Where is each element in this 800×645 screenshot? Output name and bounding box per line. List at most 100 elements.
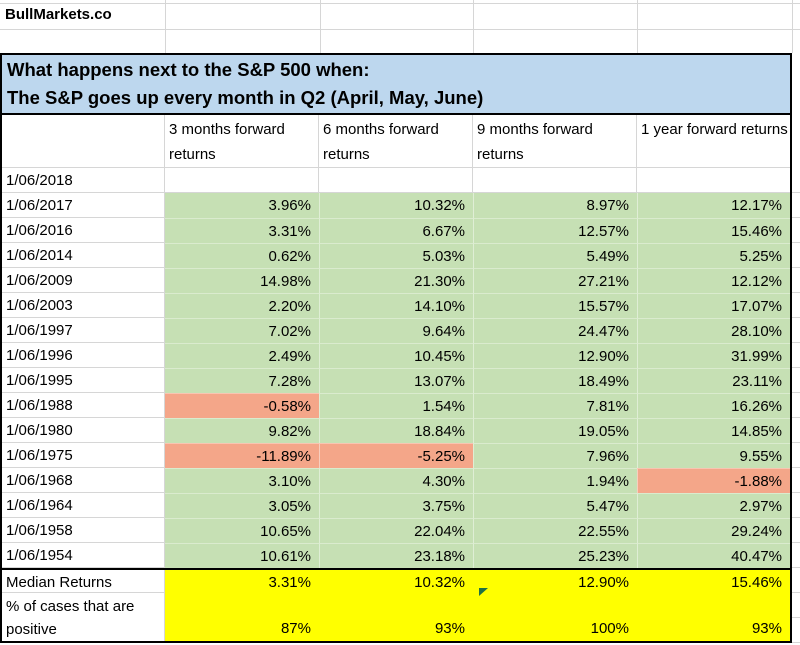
value-cell[interactable]: 10.61% — [165, 543, 319, 568]
column-header-3m[interactable]: 3 months forward returns — [165, 115, 319, 168]
median-value-cell[interactable]: 15.46% — [637, 570, 790, 593]
value-cell[interactable]: 3.05% — [165, 493, 319, 518]
value-cell[interactable]: 22.55% — [473, 518, 637, 543]
value-cell[interactable]: 15.46% — [637, 218, 790, 243]
value-cell[interactable]: 13.07% — [319, 368, 473, 393]
date-cell[interactable]: 1/06/1968 — [2, 468, 165, 493]
value-cell[interactable] — [319, 168, 473, 193]
value-cell[interactable]: 16.26% — [637, 393, 790, 418]
value-cell[interactable]: 19.05% — [473, 418, 637, 443]
value-cell[interactable]: 23.11% — [637, 368, 790, 393]
value-cell[interactable]: 9.82% — [165, 418, 319, 443]
value-cell[interactable]: 17.07% — [637, 293, 790, 318]
gridline — [0, 29, 800, 30]
value-cell[interactable]: 2.49% — [165, 343, 319, 368]
value-cell[interactable]: 7.28% — [165, 368, 319, 393]
column-header-1y[interactable]: 1 year forward returns — [637, 115, 790, 168]
value-cell[interactable]: 1.54% — [319, 393, 473, 418]
date-cell[interactable]: 1/06/1980 — [2, 418, 165, 443]
value-cell[interactable]: 6.67% — [319, 218, 473, 243]
value-cell[interactable]: 12.90% — [473, 343, 637, 368]
value-cell[interactable]: 5.03% — [319, 243, 473, 268]
value-cell[interactable]: 3.10% — [165, 468, 319, 493]
value-cell[interactable]: 7.81% — [473, 393, 637, 418]
value-cell[interactable]: 12.57% — [473, 218, 637, 243]
date-cell[interactable]: 1/06/2014 — [2, 243, 165, 268]
value-cell[interactable]: 4.30% — [319, 468, 473, 493]
value-cell[interactable]: 14.85% — [637, 418, 790, 443]
percent-positive-value-cell[interactable]: 93% — [637, 593, 790, 641]
median-value-cell[interactable]: 12.90% — [473, 570, 637, 593]
value-cell[interactable]: 21.30% — [319, 268, 473, 293]
date-cell[interactable]: 1/06/1995 — [2, 368, 165, 393]
value-cell[interactable]: 5.25% — [637, 243, 790, 268]
value-cell[interactable]: 1.94% — [473, 468, 637, 493]
median-label-cell[interactable]: Median Returns — [2, 570, 165, 593]
value-cell[interactable]: 25.23% — [473, 543, 637, 568]
value-cell[interactable]: 7.02% — [165, 318, 319, 343]
value-cell[interactable]: 5.49% — [473, 243, 637, 268]
value-cell[interactable]: 8.97% — [473, 193, 637, 218]
value-cell[interactable]: -11.89% — [165, 443, 319, 468]
value-cell[interactable]: 0.62% — [165, 243, 319, 268]
value-cell[interactable]: 3.96% — [165, 193, 319, 218]
value-cell[interactable]: 10.65% — [165, 518, 319, 543]
value-cell[interactable]: 9.55% — [637, 443, 790, 468]
date-cell[interactable]: 1/06/2017 — [2, 193, 165, 218]
value-cell[interactable]: -0.58% — [165, 393, 319, 418]
corner-header-cell[interactable] — [2, 115, 165, 168]
value-cell[interactable]: -1.88% — [637, 468, 790, 493]
column-header-6m[interactable]: 6 months forward returns — [319, 115, 473, 168]
value-cell[interactable]: 2.20% — [165, 293, 319, 318]
value-cell[interactable]: -5.25% — [319, 443, 473, 468]
value-cell[interactable]: 18.49% — [473, 368, 637, 393]
column-header-9m[interactable]: 9 months forward returns — [473, 115, 637, 168]
value-cell[interactable]: 18.84% — [319, 418, 473, 443]
title-banner[interactable]: What happens next to the S&P 500 when: T… — [0, 53, 792, 115]
brand-cell[interactable]: BullMarkets.co — [5, 6, 112, 23]
value-cell[interactable]: 28.10% — [637, 318, 790, 343]
value-cell[interactable]: 3.31% — [165, 218, 319, 243]
date-cell[interactable]: 1/06/1988 — [2, 393, 165, 418]
value-cell[interactable]: 22.04% — [319, 518, 473, 543]
percent-positive-value-cell[interactable]: 87% — [165, 593, 319, 641]
value-cell[interactable]: 10.45% — [319, 343, 473, 368]
value-cell[interactable]: 2.97% — [637, 493, 790, 518]
value-cell[interactable]: 14.10% — [319, 293, 473, 318]
value-cell[interactable] — [473, 168, 637, 193]
date-cell[interactable]: 1/06/2009 — [2, 268, 165, 293]
value-cell[interactable]: 9.64% — [319, 318, 473, 343]
date-cell[interactable]: 1/06/1997 — [2, 318, 165, 343]
median-value-cell[interactable]: 3.31% — [165, 570, 319, 593]
value-cell[interactable] — [165, 168, 319, 193]
value-cell[interactable]: 24.47% — [473, 318, 637, 343]
percent-positive-value-cell[interactable]: 93% — [319, 593, 473, 641]
value-cell[interactable]: 27.21% — [473, 268, 637, 293]
value-cell[interactable]: 12.12% — [637, 268, 790, 293]
value-cell[interactable]: 15.57% — [473, 293, 637, 318]
date-cell[interactable]: 1/06/1975 — [2, 443, 165, 468]
value-cell[interactable]: 12.17% — [637, 193, 790, 218]
median-value-cell[interactable]: 10.32% — [319, 570, 473, 593]
gridline — [473, 0, 474, 53]
value-cell[interactable]: 31.99% — [637, 343, 790, 368]
date-cell[interactable]: 1/06/1964 — [2, 493, 165, 518]
table-row: 1/06/1958 10.65% 22.04% 22.55% 29.24% — [2, 518, 790, 543]
date-cell[interactable]: 1/06/2016 — [2, 218, 165, 243]
value-cell[interactable]: 14.98% — [165, 268, 319, 293]
date-cell[interactable]: 1/06/2003 — [2, 293, 165, 318]
date-cell[interactable]: 1/06/1954 — [2, 543, 165, 568]
date-cell[interactable]: 1/06/1996 — [2, 343, 165, 368]
value-cell[interactable]: 10.32% — [319, 193, 473, 218]
value-cell[interactable]: 7.96% — [473, 443, 637, 468]
value-cell[interactable]: 40.47% — [637, 543, 790, 568]
value-cell[interactable]: 3.75% — [319, 493, 473, 518]
date-cell[interactable]: 1/06/1958 — [2, 518, 165, 543]
percent-positive-value-cell[interactable]: 100% — [473, 593, 637, 641]
value-cell[interactable]: 5.47% — [473, 493, 637, 518]
date-cell[interactable]: 1/06/2018 — [2, 168, 165, 193]
value-cell[interactable]: 23.18% — [319, 543, 473, 568]
percent-positive-label-cell[interactable]: % of cases that are positive — [2, 593, 165, 641]
value-cell[interactable] — [637, 168, 790, 193]
value-cell[interactable]: 29.24% — [637, 518, 790, 543]
